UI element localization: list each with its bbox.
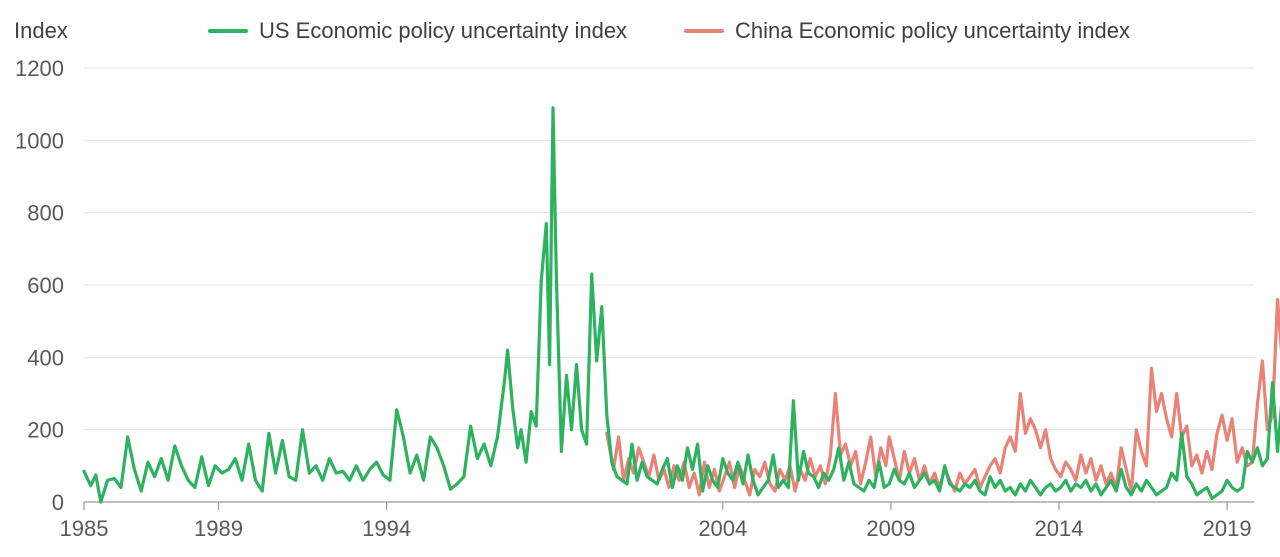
gridlines <box>84 67 1254 503</box>
x-tick-label: 2014 <box>1035 516 1084 541</box>
legend-label-us: US Economic policy uncertainty index <box>259 18 627 43</box>
x-tick-label: 2019 <box>1203 516 1252 541</box>
y-axis-label: Index <box>14 18 68 43</box>
x-tick-label: 2009 <box>866 516 915 541</box>
series-line-us <box>82 106 1280 504</box>
legend-item-us: US Economic policy uncertainty index <box>208 18 627 43</box>
y-tick-label: 1200 <box>15 56 64 81</box>
y-tick-label: 600 <box>27 273 64 298</box>
legend-item-china: China Economic policy uncertainty index <box>684 18 1130 43</box>
legend-label-china: China Economic policy uncertainty index <box>735 18 1130 43</box>
y-tick-label: 1000 <box>15 128 64 153</box>
y-tick-label: 0 <box>52 490 64 515</box>
y-axis-ticks: 0 200 400 600 800 1000 1200 <box>15 56 64 515</box>
x-axis-ticks: 1985 1989 1994 2004 2009 2014 2019 <box>60 502 1252 541</box>
legend: US Economic policy uncertainty index Chi… <box>208 18 1130 43</box>
x-tick-label: 1989 <box>194 516 243 541</box>
y-tick-label: 800 <box>27 201 64 226</box>
x-tick-label: 1985 <box>60 516 109 541</box>
y-tick-label: 200 <box>27 418 64 443</box>
x-tick-label: 2004 <box>698 516 747 541</box>
x-tick-label: 1994 <box>362 516 411 541</box>
series-lines <box>82 106 1280 504</box>
y-tick-label: 400 <box>27 345 64 370</box>
